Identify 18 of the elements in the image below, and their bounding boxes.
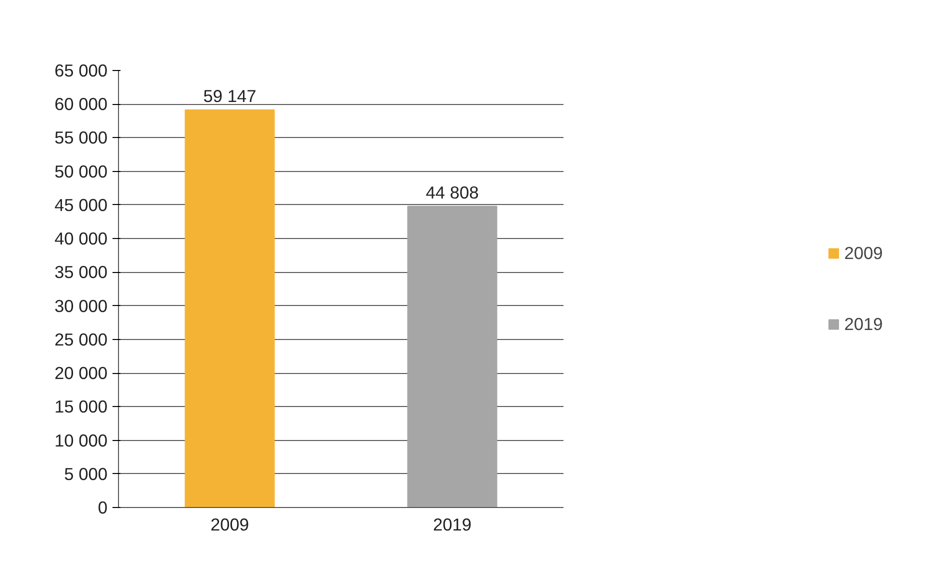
y-tick-label: 60 000 bbox=[54, 94, 108, 114]
data-label: 59 147 bbox=[203, 86, 256, 106]
y-tick-label: 40 000 bbox=[54, 228, 108, 249]
y-tick-label: 10 000 bbox=[54, 430, 108, 450]
y-tick-label: 0 bbox=[98, 498, 108, 518]
y-tick-label: 5 000 bbox=[64, 464, 108, 484]
legend-label: 2019 bbox=[844, 314, 883, 334]
y-tick-label: 25 000 bbox=[54, 329, 108, 350]
y-tick-label: 65 000 bbox=[54, 60, 108, 80]
y-tick-label: 35 000 bbox=[54, 262, 108, 282]
y-tick-label: 50 000 bbox=[54, 161, 108, 182]
data-label: 44 808 bbox=[426, 182, 479, 202]
y-tick-label: 45 000 bbox=[54, 194, 108, 215]
legend-label: 2009 bbox=[844, 242, 883, 264]
y-tick-label: 55 000 bbox=[54, 128, 108, 148]
y-tick-label: 30 000 bbox=[54, 296, 108, 316]
y-tick-label: 15 000 bbox=[54, 396, 108, 417]
y-tick-label: 20 000 bbox=[54, 363, 108, 384]
